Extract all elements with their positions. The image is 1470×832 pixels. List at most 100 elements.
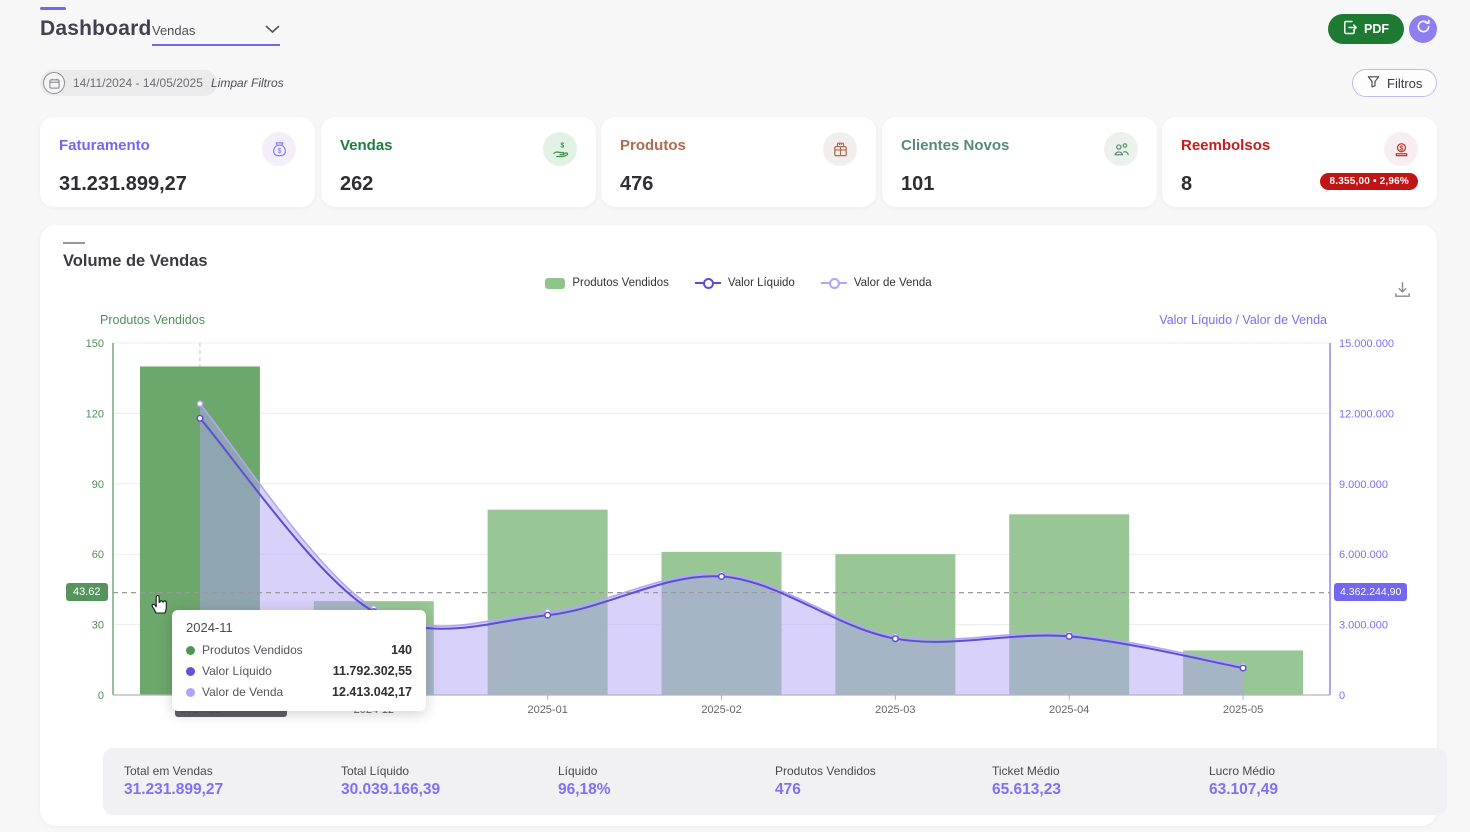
svg-text:2025-05: 2025-05 [1223,704,1263,716]
kpi-card-faturamento[interactable]: Faturamento $ 31.231.899,27 [40,117,315,207]
svg-text:2025-04: 2025-04 [1049,704,1089,716]
svg-text:15.000.000: 15.000.000 [1339,338,1394,350]
summary-label: Produtos Vendidos [775,764,876,778]
series-dot-icon [186,687,195,697]
summary-label: Ticket Médio [992,764,1060,778]
summary-label: Líquido [558,764,598,778]
date-range-value: 14/11/2024 - 14/05/2025 [73,76,203,90]
date-range-pill[interactable]: 14/11/2024 - 14/05/2025 [40,70,217,96]
bar-swatch-icon [545,277,566,289]
chart-title: Volume de Vendas [63,252,208,270]
entity-select[interactable]: Vendas [152,21,280,46]
calendar-icon [43,72,65,94]
clear-filters-link[interactable]: Limpar Filtros [211,76,284,90]
kpi-value: 262 [340,173,374,195]
kpi-value: 31.231.899,27 [59,173,187,195]
kpi-label: Faturamento [59,137,150,154]
chart-accent-dash [63,242,85,244]
legend-label: Produtos Vendidos [572,277,669,289]
legend-item-valor-de-venda[interactable]: Valor de Venda [820,277,932,289]
summary-label: Lucro Médio [1209,764,1276,778]
summary-label: Total em Vendas [124,764,213,778]
kpi-card-vendas[interactable]: Vendas $ 262 [321,117,596,207]
series-dot-icon [186,666,195,676]
svg-text:$: $ [560,141,564,149]
kpi-label: Vendas [340,137,393,154]
legend-label: Valor Líquido [727,277,795,289]
summary-produtos-vendidos: Produtos Vendidos 476 [775,764,992,799]
kpi-label: Produtos [620,137,686,154]
series-dot-icon [186,645,195,655]
svg-text:30: 30 [92,620,104,632]
right-axis-title: Valor Líquido / Valor de Venda [1159,313,1327,327]
svg-text:2025-01: 2025-01 [527,704,567,716]
export-icon [1343,20,1357,38]
refresh-icon [1416,19,1431,39]
title-accent-dash [40,7,66,10]
funnel-icon [1367,75,1380,91]
summary-value: 65.613,23 [992,781,1061,798]
tooltip-row: Valor Líquido 11.792.302,55 [186,664,412,678]
refund-coin-icon: $ [1384,132,1418,166]
svg-text:90: 90 [92,479,104,491]
tooltip-row-label: Valor de Venda [202,685,284,699]
kpi-label: Reembolsos [1181,137,1271,154]
sales-volume-chart[interactable]: 150 120 90 60 30 0 15.000.000 12.000.000 9.000.0… [40,315,1437,745]
package-icon [823,132,857,166]
legend-item-valor-liquido[interactable]: Valor Líquido [694,277,795,289]
tooltip-row-label: Produtos Vendidos [202,643,303,657]
kpi-value: 8 [1181,173,1193,195]
chevron-down-icon [265,21,280,39]
summary-value: 96,18% [558,781,611,798]
kpi-card-reembolsos[interactable]: Reembolsos $ 8 8.355,00 • 2,96% [1162,117,1437,207]
summary-strip: Total em Vendas 31.231.899,27 Total Líqu… [103,748,1447,815]
summary-total-vendas: Total em Vendas 31.231.899,27 [124,764,341,799]
svg-text:60: 60 [92,549,104,561]
legend-label: Valor de Venda [853,277,932,289]
summary-value: 30.039.166,39 [341,781,441,798]
crosshair-left-badge: 43.62 [66,583,108,601]
svg-text:150: 150 [86,338,104,350]
filters-button[interactable]: Filtros [1352,69,1438,97]
kpi-value: 101 [901,173,935,195]
kpi-label: Clientes Novos [901,137,1010,154]
entity-select-value: Vendas [152,22,196,38]
legend-item-produtos-vendidos[interactable]: Produtos Vendidos [545,277,669,289]
kpi-value: 476 [620,173,654,195]
svg-text:0: 0 [1339,690,1345,702]
tooltip-title: 2024-11 [186,620,233,635]
svg-text:120: 120 [86,408,104,420]
svg-text:2025-02: 2025-02 [701,704,741,716]
svg-text:$: $ [277,146,281,154]
svg-text:6.000.000: 6.000.000 [1339,549,1388,561]
summary-label: Total Líquido [341,764,410,778]
line-swatch-icon [820,278,847,289]
sales-volume-card: Volume de Vendas Produtos Vendidos Valor… [40,225,1447,826]
download-chart-icon[interactable] [1393,281,1412,304]
summary-lucro-medio: Lucro Médio 63.107,49 [1209,764,1426,799]
chart-legend: Produtos Vendidos Valor Líquido Valor de… [40,277,1437,289]
tooltip-row: Valor de Venda 12.413.042,17 [186,685,412,699]
users-icon [1104,132,1138,166]
summary-value: 31.231.899,27 [124,781,224,798]
tooltip-row-value: 140 [391,643,412,657]
svg-text:0: 0 [98,690,104,702]
tooltip-row-label: Valor Líquido [202,664,272,678]
tooltip-row-value: 11.792.302,55 [332,664,412,678]
hand-coin-icon: $ [543,132,577,166]
svg-text:3.000.000: 3.000.000 [1339,620,1388,632]
tooltip-row-value: 12.413.042,17 [332,685,412,699]
left-axis-title: Produtos Vendidos [100,313,205,327]
refresh-button[interactable] [1409,15,1437,43]
svg-text:12.000.000: 12.000.000 [1339,408,1394,420]
svg-text:9.000.000: 9.000.000 [1339,479,1388,491]
svg-text:$: $ [1399,144,1403,152]
summary-ticket-medio: Ticket Médio 65.613,23 [992,764,1209,799]
kpi-card-clientes-novos[interactable]: Clientes Novos 101 [882,117,1157,207]
export-pdf-button[interactable]: PDF [1328,14,1404,44]
money-bag-icon: $ [262,132,296,166]
export-pdf-label: PDF [1364,22,1389,36]
kpi-card-produtos[interactable]: Produtos 476 [601,117,876,207]
svg-text:2025-03: 2025-03 [875,704,915,716]
